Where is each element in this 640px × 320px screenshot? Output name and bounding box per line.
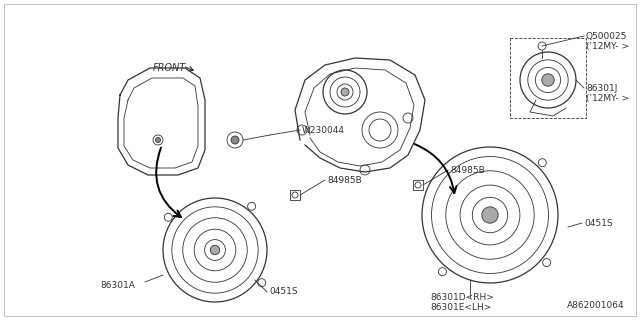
Circle shape	[341, 88, 349, 96]
Text: 86301A: 86301A	[100, 282, 135, 291]
Circle shape	[211, 245, 220, 255]
Text: A862001064: A862001064	[568, 301, 625, 310]
Text: 84985B: 84985B	[327, 175, 362, 185]
Circle shape	[231, 136, 239, 144]
Circle shape	[482, 207, 498, 223]
Text: 86301E<LH>: 86301E<LH>	[430, 302, 492, 311]
Bar	[290, 190, 300, 200]
Text: 84985B: 84985B	[450, 165, 484, 174]
Circle shape	[156, 138, 161, 142]
Text: 0451S: 0451S	[269, 287, 298, 297]
Bar	[413, 180, 423, 190]
Bar	[510, 38, 586, 118]
Text: Q500025: Q500025	[586, 31, 627, 41]
Text: 86301J: 86301J	[586, 84, 618, 92]
Text: FRONT: FRONT	[153, 63, 186, 73]
Text: W230044: W230044	[302, 125, 345, 134]
Text: 0451S: 0451S	[584, 219, 612, 228]
Text: ('12MY- >: ('12MY- >	[586, 93, 629, 102]
Text: ('12MY- >: ('12MY- >	[586, 42, 629, 51]
Circle shape	[542, 74, 554, 86]
Text: 86301D<RH>: 86301D<RH>	[430, 292, 494, 301]
